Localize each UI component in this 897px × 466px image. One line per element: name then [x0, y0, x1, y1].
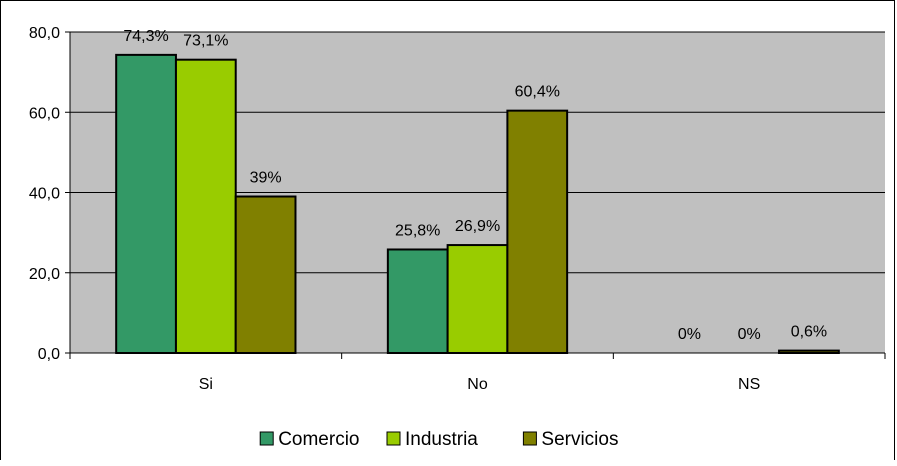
bar: [506, 109, 569, 354]
y-tick-label: 0,0: [38, 346, 60, 363]
data-label: 26,9%: [455, 218, 500, 235]
y-tick-label: 20,0: [29, 266, 60, 283]
legend-label: Comercio: [278, 429, 359, 450]
legend-swatch: [386, 431, 401, 446]
bar: [446, 244, 509, 354]
legend-swatch: [259, 431, 274, 446]
x-tick-label: NS: [738, 376, 760, 393]
data-label: 74,3%: [123, 28, 168, 45]
legend-swatch: [522, 431, 537, 446]
x-tick-label: Si: [199, 376, 213, 393]
data-label: 0,6%: [791, 324, 827, 341]
y-tick-label: 40,0: [29, 186, 60, 203]
bar: [386, 248, 449, 354]
legend-label: Industria: [405, 429, 478, 450]
bars: [115, 53, 840, 355]
data-label: 60,4%: [515, 84, 560, 101]
bar: [234, 195, 297, 354]
data-label: 25,8%: [395, 222, 440, 239]
legend: Comercio Industria Servicios: [259, 429, 618, 450]
y-tick-label: 60,0: [29, 105, 60, 122]
data-label: 0%: [738, 326, 761, 343]
legend-label: Servicios: [541, 429, 618, 450]
y-tick-label: 80,0: [29, 25, 60, 42]
axes: 0,0 20,0 40,0 60,0 80,0 Si No NS: [29, 25, 886, 393]
x-tick-label: No: [467, 376, 488, 393]
data-label: 0%: [678, 326, 701, 343]
data-label: 73,1%: [183, 33, 228, 50]
bar: [115, 53, 177, 355]
data-label: 39%: [250, 170, 282, 187]
data-labels: 74,3% 73,1% 39% 25,8% 26,9% 60,4% 0% 0% 0,6%: [123, 28, 827, 343]
bar: [174, 58, 237, 354]
